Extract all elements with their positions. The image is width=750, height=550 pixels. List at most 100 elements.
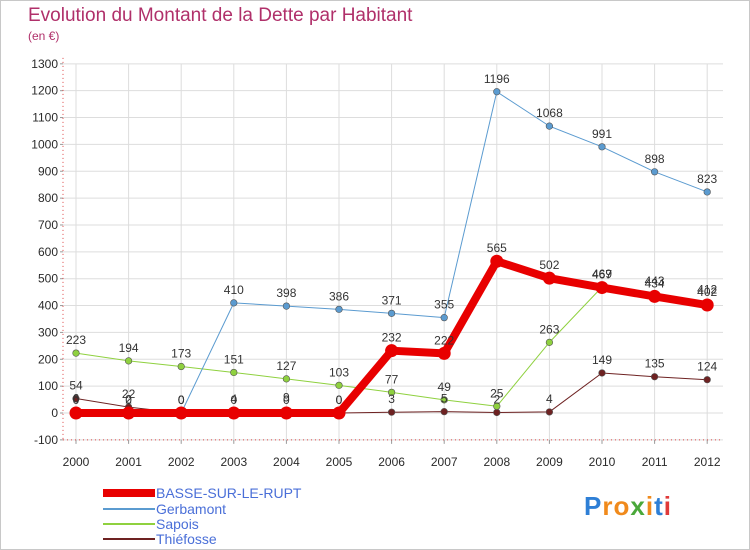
data-point-basse-sur-le-rupt: [437, 346, 451, 360]
value-label-sapois: 103: [329, 365, 349, 379]
y-tick-label: 600: [38, 245, 58, 259]
data-point-basse-sur-le-rupt: [69, 406, 83, 420]
value-label-sapois: 223: [66, 333, 86, 347]
x-tick-label: 2008: [483, 455, 510, 469]
value-label-gerbamont: 2: [125, 392, 132, 406]
value-label-sapois: 127: [276, 359, 296, 373]
value-label-sapois: 194: [119, 341, 139, 355]
x-tick-label: 2006: [378, 455, 405, 469]
y-tick-label: -100: [34, 433, 58, 447]
data-point-basse-sur-le-rupt: [332, 406, 346, 420]
axis-layer: -100010020030040050060070080090010001100…: [31, 57, 723, 469]
legend-swatch-sapois: [103, 523, 155, 525]
y-tick-label: 1000: [31, 137, 58, 151]
data-point-sapois: [545, 338, 554, 346]
y-tick-label: 1100: [32, 111, 58, 125]
data-point-gerbamont: [230, 299, 238, 307]
data-point-thiefosse: [650, 373, 659, 381]
y-tick-label: 100: [38, 379, 58, 393]
data-point-gerbamont: [388, 309, 396, 317]
x-tick-label: 2011: [642, 455, 668, 469]
y-tick-label: 1300: [31, 57, 58, 71]
value-label-sapois: 469: [592, 267, 612, 281]
value-label-thiefosse: 9: [283, 391, 290, 405]
data-point-basse-sur-le-rupt: [595, 281, 609, 295]
value-label-thiefosse: 5: [441, 392, 448, 406]
data-point-thiefosse: [493, 408, 501, 417]
logo-letter: t: [654, 491, 664, 521]
x-tick-label: 2004: [273, 455, 300, 469]
value-label-thiefosse: 4: [230, 392, 237, 406]
legend-label: Thiéfosse: [156, 531, 217, 547]
data-point-sapois: [440, 396, 448, 404]
data-point-thiefosse: [440, 408, 448, 416]
data-point-thiefosse: [72, 394, 80, 403]
y-tick-label: 300: [38, 325, 58, 339]
data-point-basse-sur-le-rupt: [122, 406, 136, 420]
logo-letter: i: [645, 491, 655, 521]
logo-letter: r: [602, 491, 614, 521]
value-label-sapois: 151: [224, 352, 244, 366]
value-label-thiefosse: 0: [336, 393, 343, 407]
data-point-sapois: [335, 381, 343, 389]
data-point-gerbamont: [650, 168, 659, 176]
data-point-basse-sur-le-rupt: [227, 406, 241, 420]
chart-title: Evolution du Montant de la Dette par Hab…: [28, 5, 413, 26]
value-label-basse-sur-le-rupt: 0: [125, 393, 132, 407]
value-label-sapois: 443: [645, 274, 665, 288]
value-label-basse-sur-le-rupt: 0: [73, 393, 80, 407]
value-label-thiefosse: 3: [388, 392, 395, 406]
x-tick-label: 2009: [536, 455, 563, 469]
x-tick-label: 2007: [431, 455, 458, 469]
data-point-gerbamont: [703, 188, 711, 196]
value-label-basse-sur-le-rupt: 232: [382, 331, 402, 345]
y-tick-label: 800: [38, 191, 58, 205]
data-point-thiefosse: [703, 376, 711, 384]
x-tick-label: 2001: [115, 455, 142, 469]
legend-label: BASSE-SUR-LE-RUPT: [156, 485, 302, 501]
value-label-gerbamont: 898: [645, 152, 665, 166]
value-label-basse-sur-le-rupt: 565: [487, 241, 507, 255]
data-point-sapois: [230, 368, 238, 377]
data-point-basse-sur-le-rupt: [490, 254, 504, 268]
x-tick-label: 2005: [326, 455, 353, 469]
legend-label: Gerbamont: [156, 501, 227, 517]
value-label-basse-sur-le-rupt: 434: [645, 276, 665, 290]
value-label-thiefosse: 4: [546, 392, 553, 406]
value-label-thiefosse: 135: [645, 357, 665, 371]
value-label-gerbamont: 1068: [536, 106, 563, 120]
data-point-thiefosse: [545, 408, 554, 416]
data-point-thiefosse: [388, 408, 396, 416]
series-layer: [69, 88, 714, 420]
data-point-sapois: [388, 388, 396, 396]
logo-letter: x: [630, 491, 646, 521]
data-point-gerbamont: [282, 302, 291, 310]
data-point-basse-sur-le-rupt: [385, 344, 399, 358]
data-point-basse-sur-le-rupt: [648, 289, 662, 303]
grid-layer: [63, 63, 723, 441]
data-point-sapois: [177, 362, 185, 371]
value-label-sapois: 77: [385, 372, 399, 386]
value-label-basse-sur-le-rupt: 222: [434, 333, 454, 347]
data-point-basse-sur-le-rupt: [279, 406, 293, 420]
y-tick-label: 700: [38, 218, 58, 232]
data-point-gerbamont: [493, 88, 501, 96]
value-label-basse-sur-le-rupt: 402: [697, 285, 717, 299]
y-tick-label: 1200: [31, 84, 58, 98]
x-tick-label: 2002: [168, 455, 195, 469]
value-label-gerbamont: 371: [382, 293, 402, 307]
proxiti-logo: Proxiti: [584, 491, 672, 522]
data-point-gerbamont: [335, 305, 343, 313]
value-label-thiefosse: 2: [493, 392, 500, 406]
value-label-gerbamont: 355: [434, 298, 454, 312]
legend-swatch-thiefosse: [103, 538, 155, 540]
value-label-sapois: 49: [438, 380, 452, 394]
x-tick-label: 2000: [63, 455, 90, 469]
value-label-gerbamont: 1196: [484, 72, 510, 86]
value-label-basse-sur-le-rupt: 0: [230, 393, 237, 407]
logo-letter: i: [663, 491, 672, 521]
data-point-thiefosse: [598, 369, 606, 377]
x-tick-label: 2010: [589, 455, 616, 469]
value-label-gerbamont: 410: [224, 283, 244, 297]
